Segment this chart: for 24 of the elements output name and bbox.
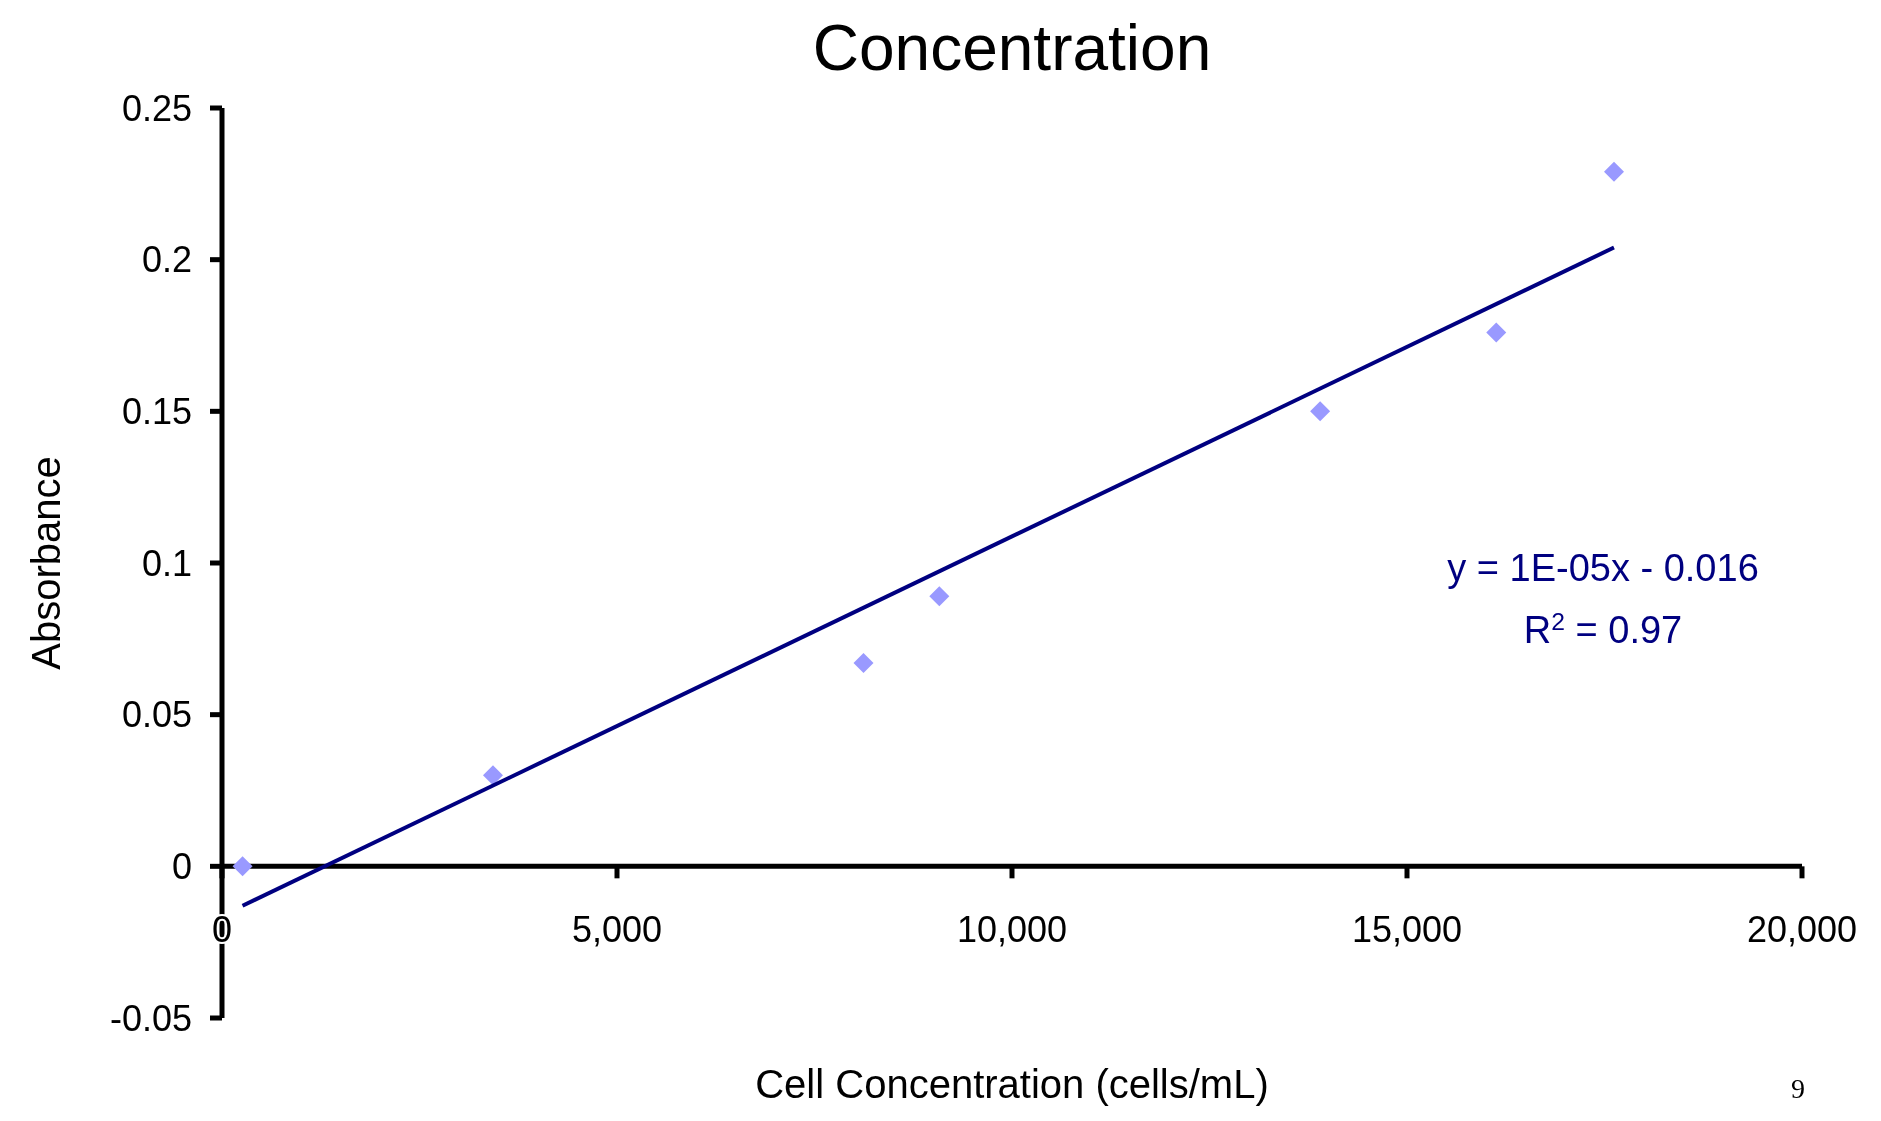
point bbox=[482, 765, 503, 786]
y-tick-label: 0.05 bbox=[121, 694, 192, 736]
annotation: y = 1E-05x - 0.016 bbox=[1447, 547, 1759, 589]
y-axis-title: Absorbance bbox=[24, 456, 68, 670]
annotation: R$^{2}$ = 0.97 bbox=[1523, 607, 1683, 651]
y-tick-label: 0.2 bbox=[141, 239, 192, 281]
point bbox=[232, 856, 253, 877]
point bbox=[853, 653, 874, 674]
point bbox=[1486, 322, 1507, 343]
chart-title: Concentration bbox=[812, 12, 1212, 84]
point bbox=[1310, 401, 1331, 422]
y-tick-label: -0.05 bbox=[109, 997, 192, 1039]
y-tick-label: 0.25 bbox=[121, 87, 192, 129]
y-tick-label: 0 bbox=[171, 845, 192, 887]
x-tick-label: 5,000 bbox=[571, 909, 663, 951]
y-tick-label: 0.15 bbox=[121, 390, 192, 432]
text: 9 bbox=[1791, 1073, 1805, 1104]
point bbox=[1603, 161, 1624, 182]
x-tick-label: 15,000 bbox=[1351, 909, 1463, 951]
y-tick-label: 0.1 bbox=[141, 542, 192, 584]
point bbox=[929, 586, 950, 607]
x-tick-label: 20,000 bbox=[1746, 909, 1858, 951]
x-axis-title: Cell Concentration (cells/mL) bbox=[755, 1062, 1269, 1106]
x-tick-label: 10,000 bbox=[956, 909, 1068, 951]
